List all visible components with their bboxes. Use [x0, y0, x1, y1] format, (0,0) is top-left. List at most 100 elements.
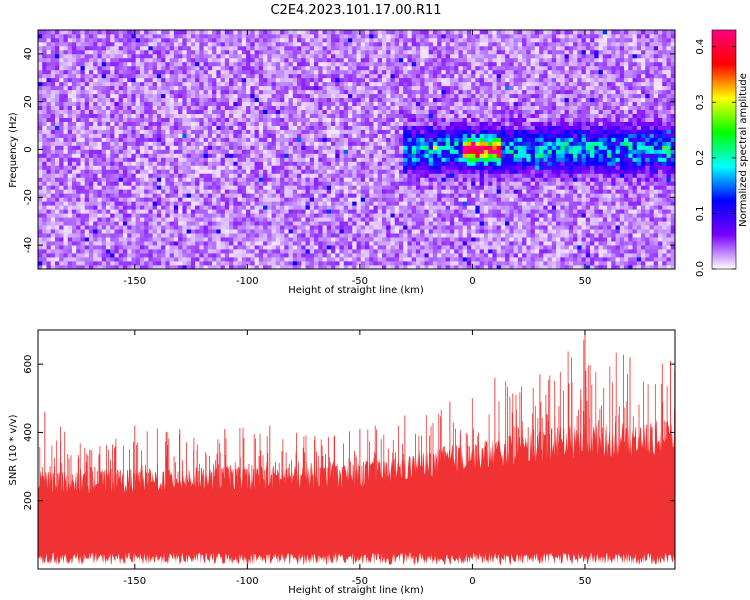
- heatmap-cell: [381, 209, 387, 214]
- heatmap-cell: [309, 209, 315, 214]
- heatmap-cell: [381, 141, 387, 146]
- heatmap-cell: [105, 125, 111, 130]
- heatmap-cell: [343, 53, 349, 59]
- heatmap-cell: [38, 137, 43, 142]
- heatmap-cell: [314, 201, 319, 206]
- heatmap-cell: [88, 85, 94, 91]
- heatmap-cell: [271, 165, 277, 170]
- heatmap-cell: [301, 89, 306, 95]
- heatmap-cell: [50, 161, 56, 166]
- heatmap-cell: [229, 97, 234, 103]
- heatmap-cell: [161, 121, 166, 126]
- heatmap-cell: [356, 121, 362, 126]
- heatmap-cell: [386, 53, 391, 59]
- heatmap-cell: [237, 153, 243, 158]
- heatmap-cell: [67, 117, 73, 122]
- heatmap-cell: [148, 249, 154, 254]
- heatmap-cell: [161, 77, 166, 83]
- heatmap-cell: [118, 149, 124, 154]
- heatmap-cell: [63, 197, 69, 202]
- heatmap-cell: [152, 145, 158, 150]
- heatmap-cell: [135, 173, 141, 178]
- heatmap-cell: [254, 241, 260, 246]
- heatmap-cell: [114, 65, 120, 71]
- heatmap-cell: [148, 65, 154, 71]
- heatmap-cell: [335, 205, 340, 210]
- heatmap-cell: [144, 217, 149, 222]
- heatmap-cell: [122, 37, 128, 43]
- heatmap-cell: [360, 61, 366, 67]
- heatmap-cell: [381, 205, 387, 210]
- heatmap-cell: [386, 173, 391, 178]
- heatmap-cell: [229, 73, 234, 79]
- heatmap-cell: [80, 129, 86, 134]
- heatmap-cell: [212, 209, 217, 214]
- heatmap-cell: [326, 233, 332, 238]
- heatmap-cell: [207, 117, 213, 122]
- heatmap-cell: [110, 209, 115, 214]
- heatmap-cell: [254, 205, 260, 210]
- heatmap-cell: [331, 197, 336, 202]
- heatmap-cell: [135, 121, 141, 126]
- heatmap-cell: [297, 33, 302, 39]
- heatmap-cell: [71, 253, 77, 258]
- heatmap-cell: [364, 221, 370, 226]
- heatmap-cell: [322, 145, 328, 150]
- heatmap-cell: [178, 141, 183, 146]
- heatmap-cell: [84, 65, 90, 71]
- heatmap-cell: [178, 149, 183, 154]
- heatmap-cell: [97, 65, 103, 71]
- heatmap-cell: [331, 125, 336, 130]
- heatmap-cell: [241, 165, 247, 170]
- heatmap-cell: [105, 117, 111, 122]
- heatmap-cell: [352, 137, 357, 142]
- heatmap-cell: [301, 93, 306, 99]
- heatmap-cell: [377, 117, 383, 122]
- heatmap-cell: [224, 153, 230, 158]
- heatmap-cell: [46, 237, 52, 242]
- heatmap-cell: [93, 233, 98, 238]
- heatmap-cell: [182, 133, 187, 138]
- heatmap-cell: [280, 169, 285, 174]
- heatmap-cell: [220, 253, 226, 258]
- heatmap-cell: [369, 37, 374, 43]
- heatmap-cell: [173, 125, 179, 130]
- heatmap-cell: [122, 157, 128, 162]
- heatmap-cell: [352, 61, 357, 67]
- heatmap-cell: [250, 53, 255, 59]
- heatmap-cell: [93, 165, 98, 170]
- heatmap-cell: [271, 249, 277, 254]
- heatmap-cell: [386, 237, 391, 242]
- heatmap-cell: [373, 121, 379, 126]
- heatmap-cell: [42, 253, 47, 258]
- heatmap-cell: [322, 85, 328, 91]
- heatmap-cell: [339, 45, 345, 51]
- heatmap-cell: [169, 261, 175, 266]
- heatmap-cell: [280, 61, 285, 67]
- heatmap-cell: [284, 185, 289, 190]
- heatmap-cell: [224, 193, 230, 198]
- heatmap-cell: [88, 233, 94, 238]
- heatmap-cell: [127, 53, 132, 59]
- heatmap-cell: [203, 77, 209, 83]
- heatmap-cell: [305, 109, 311, 114]
- heatmap-cell: [169, 157, 175, 162]
- heatmap-cell: [144, 73, 149, 79]
- heatmap-cell: [207, 197, 213, 202]
- heatmap-cell: [186, 49, 192, 55]
- heatmap-cell: [280, 173, 285, 178]
- heatmap-cell: [118, 73, 124, 79]
- heatmap-cell: [246, 97, 251, 103]
- heatmap-cell: [360, 225, 366, 230]
- heatmap-cell: [122, 33, 128, 39]
- heatmap-cell: [101, 81, 107, 87]
- heatmap-cell: [203, 153, 209, 158]
- heatmap-cell: [84, 133, 90, 138]
- heatmap-cell: [292, 193, 298, 198]
- heatmap-cell: [364, 205, 370, 210]
- heatmap-cell: [305, 129, 311, 134]
- heatmap-cell: [254, 253, 260, 258]
- heatmap-cell: [246, 197, 251, 202]
- heatmap-cell: [237, 77, 243, 83]
- heatmap-cell: [186, 233, 192, 238]
